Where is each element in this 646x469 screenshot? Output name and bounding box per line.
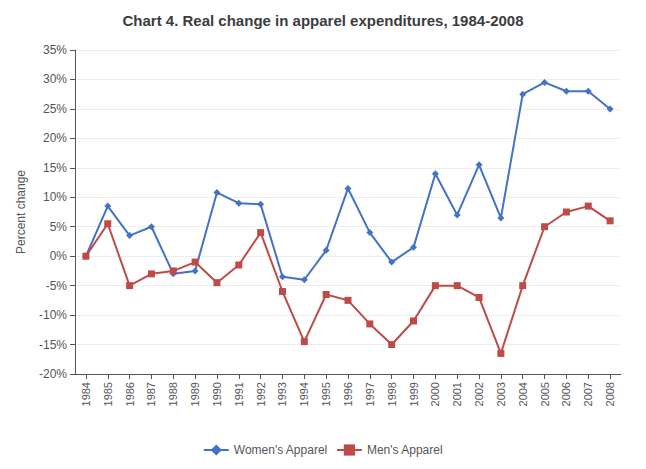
svg-text:2001: 2001 xyxy=(451,382,463,406)
svg-text:30%: 30% xyxy=(43,72,67,86)
svg-text:1997: 1997 xyxy=(364,382,376,406)
svg-text:2002: 2002 xyxy=(473,382,485,406)
svg-text:2005: 2005 xyxy=(539,382,551,406)
svg-text:2007: 2007 xyxy=(582,382,594,406)
svg-text:1994: 1994 xyxy=(298,382,310,406)
svg-text:2004: 2004 xyxy=(517,382,529,406)
svg-text:1999: 1999 xyxy=(408,382,420,406)
svg-text:1998: 1998 xyxy=(386,382,398,406)
svg-text:-10%: -10% xyxy=(39,308,67,322)
svg-text:2008: 2008 xyxy=(604,382,616,406)
svg-text:-5%: -5% xyxy=(46,279,68,293)
svg-text:Men's Apparel: Men's Apparel xyxy=(367,443,443,457)
svg-text:-15%: -15% xyxy=(39,338,67,352)
svg-text:-20%: -20% xyxy=(39,367,67,381)
svg-text:20%: 20% xyxy=(43,131,67,145)
svg-text:1987: 1987 xyxy=(145,382,157,406)
svg-text:1992: 1992 xyxy=(255,382,267,406)
svg-text:5%: 5% xyxy=(50,220,68,234)
svg-text:1986: 1986 xyxy=(124,382,136,406)
svg-text:Women's Apparel: Women's Apparel xyxy=(234,443,327,457)
svg-text:25%: 25% xyxy=(43,102,67,116)
svg-text:1995: 1995 xyxy=(320,382,332,406)
svg-text:1989: 1989 xyxy=(189,382,201,406)
svg-text:1984: 1984 xyxy=(80,382,92,406)
svg-text:1988: 1988 xyxy=(167,382,179,406)
svg-text:15%: 15% xyxy=(43,161,67,175)
svg-text:10%: 10% xyxy=(43,190,67,204)
svg-text:1985: 1985 xyxy=(102,382,114,406)
svg-text:2003: 2003 xyxy=(495,382,507,406)
svg-text:0%: 0% xyxy=(50,249,68,263)
svg-text:1991: 1991 xyxy=(233,382,245,406)
svg-text:Chart 4. Real change in appare: Chart 4. Real change in apparel expendit… xyxy=(122,12,523,29)
svg-text:1990: 1990 xyxy=(211,382,223,406)
svg-text:2000: 2000 xyxy=(429,382,441,406)
svg-text:2006: 2006 xyxy=(560,382,572,406)
svg-text:35%: 35% xyxy=(43,43,67,57)
svg-text:1996: 1996 xyxy=(342,382,354,406)
svg-text:1993: 1993 xyxy=(276,382,288,406)
svg-text:Percent change: Percent change xyxy=(14,170,28,254)
